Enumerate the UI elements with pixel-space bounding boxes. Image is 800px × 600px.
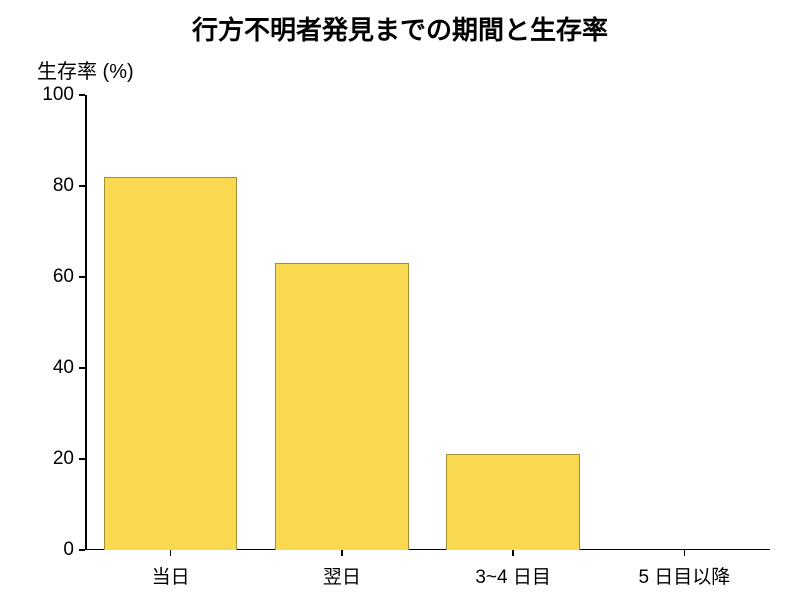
y-tick-label: 20 <box>24 448 74 470</box>
x-tick <box>512 550 514 556</box>
chart-title: 行方不明者発見までの期間と生存率 <box>0 10 800 47</box>
x-tick <box>170 550 172 556</box>
x-tick-label: 翌日 <box>256 562 427 589</box>
y-tick-label: 0 <box>24 539 74 561</box>
y-tick-label: 40 <box>24 357 74 379</box>
chart-container: 行方不明者発見までの期間と生存率 生存率 (%) 020406080100当日翌… <box>0 0 800 600</box>
y-tick-label: 60 <box>24 266 74 288</box>
bar <box>446 454 580 550</box>
bar <box>104 177 238 550</box>
x-tick <box>684 550 686 556</box>
y-tick <box>79 276 85 278</box>
y-tick <box>79 458 85 460</box>
x-tick <box>341 550 343 556</box>
y-axis-label: 生存率 (%) <box>37 55 134 84</box>
x-tick-label: 5 日目以降 <box>599 562 770 589</box>
bar <box>275 263 409 550</box>
y-tick <box>79 549 85 551</box>
y-tick <box>79 367 85 369</box>
y-axis-line <box>85 95 87 550</box>
y-tick <box>79 94 85 96</box>
y-tick-label: 100 <box>24 84 74 106</box>
x-tick-label: 当日 <box>85 562 256 589</box>
y-tick-label: 80 <box>24 175 74 197</box>
plot-area: 020406080100当日翌日3~4 日目5 日目以降 <box>85 95 770 550</box>
y-tick <box>79 185 85 187</box>
x-tick-label: 3~4 日目 <box>428 562 599 589</box>
